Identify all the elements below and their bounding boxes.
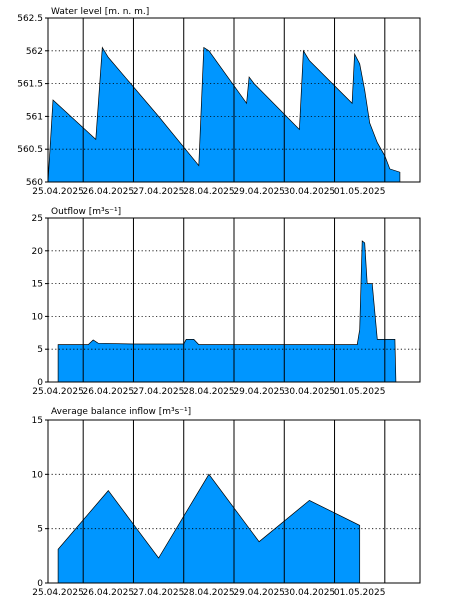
plot-frame <box>47 217 421 383</box>
x-tick-label: 27.04.2025 <box>133 387 185 397</box>
chart-title: Outflow [m³s⁻¹] <box>51 207 121 217</box>
chart-title: Water level [m. n. m.] <box>51 7 149 17</box>
y-tick-label: 10 <box>32 470 44 480</box>
plot-frame <box>47 419 421 584</box>
x-tick-label: 27.04.2025 <box>133 588 185 598</box>
x-tick-label: 25.04.2025 <box>32 387 84 397</box>
y-tick-label: 562.5 <box>17 14 43 24</box>
x-tick-label: 28.04.2025 <box>183 387 235 397</box>
y-tick-label: 0 <box>37 378 43 388</box>
chart-panel-3: Average balance inflow [m³s⁻¹] 0 5 10 15 25.0… <box>32 407 421 598</box>
x-tick-label: 26.04.2025 <box>83 588 135 598</box>
y-tick-label: 5 <box>37 345 43 355</box>
x-tick-label: 01.05.2025 <box>334 187 386 197</box>
data-area <box>57 240 397 383</box>
y-tick-label: 562 <box>26 47 43 57</box>
x-tick-label: 25.04.2025 <box>32 187 84 197</box>
y-tick-label: 15 <box>32 416 43 426</box>
x-tick-label: 26.04.2025 <box>83 187 135 197</box>
chart-title: Average balance inflow [m³s⁻¹] <box>51 407 191 417</box>
x-tick-label: 29.04.2025 <box>233 588 285 598</box>
chart-panel-1: Water level [m. n. m.] 560 560.5 561 561.5 56… <box>17 7 421 197</box>
y-tick-label: 560.5 <box>17 145 43 155</box>
y-tick-label: 15 <box>32 280 43 290</box>
y-tick-label: 561 <box>26 112 43 122</box>
plot-frame <box>47 17 421 183</box>
data-area <box>47 46 401 183</box>
x-tick-label: 27.04.2025 <box>133 187 185 197</box>
y-tick-label: 25 <box>32 214 43 224</box>
x-tick-label: 29.04.2025 <box>233 187 285 197</box>
chart-panel-2: Outflow [m³s⁻¹] 0 5 10 15 20 25 25.04.202526.04… <box>32 207 421 397</box>
x-tick-label: 26.04.2025 <box>83 387 135 397</box>
x-tick-label: 01.05.2025 <box>334 588 386 598</box>
y-tick-label: 10 <box>32 312 44 322</box>
x-tick-label: 28.04.2025 <box>183 187 235 197</box>
x-tick-label: 30.04.2025 <box>284 187 336 197</box>
x-tick-label: 30.04.2025 <box>284 387 336 397</box>
x-tick-label: 28.04.2025 <box>183 588 235 598</box>
x-tick-label: 29.04.2025 <box>233 387 285 397</box>
y-tick-label: 0 <box>37 579 43 589</box>
y-tick-label: 5 <box>37 525 43 535</box>
y-tick-label: 561.5 <box>17 80 43 90</box>
y-tick-label: 20 <box>32 247 44 257</box>
y-tick-label: 560 <box>26 178 43 188</box>
x-tick-label: 30.04.2025 <box>284 588 336 598</box>
x-tick-label: 01.05.2025 <box>334 387 386 397</box>
x-tick-label: 25.04.2025 <box>32 588 84 598</box>
